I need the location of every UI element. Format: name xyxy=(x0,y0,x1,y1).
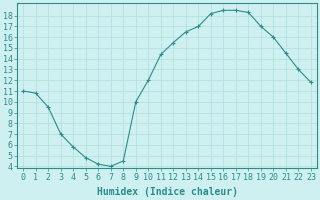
X-axis label: Humidex (Indice chaleur): Humidex (Indice chaleur) xyxy=(97,187,237,197)
